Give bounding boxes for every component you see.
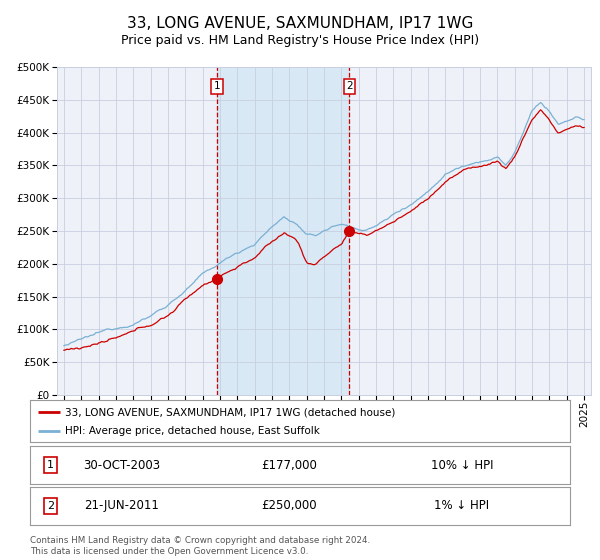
Text: Price paid vs. HM Land Registry's House Price Index (HPI): Price paid vs. HM Land Registry's House …	[121, 34, 479, 47]
Text: 21-JUN-2011: 21-JUN-2011	[85, 499, 159, 512]
Text: 1% ↓ HPI: 1% ↓ HPI	[434, 499, 490, 512]
Text: 2: 2	[346, 81, 353, 91]
Text: 10% ↓ HPI: 10% ↓ HPI	[431, 459, 493, 472]
Text: 33, LONG AVENUE, SAXMUNDHAM, IP17 1WG: 33, LONG AVENUE, SAXMUNDHAM, IP17 1WG	[127, 16, 473, 31]
Text: HPI: Average price, detached house, East Suffolk: HPI: Average price, detached house, East…	[65, 426, 320, 436]
Text: £177,000: £177,000	[261, 459, 317, 472]
Text: 33, LONG AVENUE, SAXMUNDHAM, IP17 1WG (detached house): 33, LONG AVENUE, SAXMUNDHAM, IP17 1WG (d…	[65, 407, 395, 417]
Bar	[217, 67, 349, 395]
Text: Contains HM Land Registry data © Crown copyright and database right 2024.
This d: Contains HM Land Registry data © Crown c…	[30, 535, 370, 557]
Text: 2: 2	[47, 501, 54, 511]
Text: 1: 1	[47, 460, 54, 470]
Text: 30-OCT-2003: 30-OCT-2003	[83, 459, 160, 472]
Text: £250,000: £250,000	[262, 499, 317, 512]
Text: 1: 1	[214, 81, 220, 91]
